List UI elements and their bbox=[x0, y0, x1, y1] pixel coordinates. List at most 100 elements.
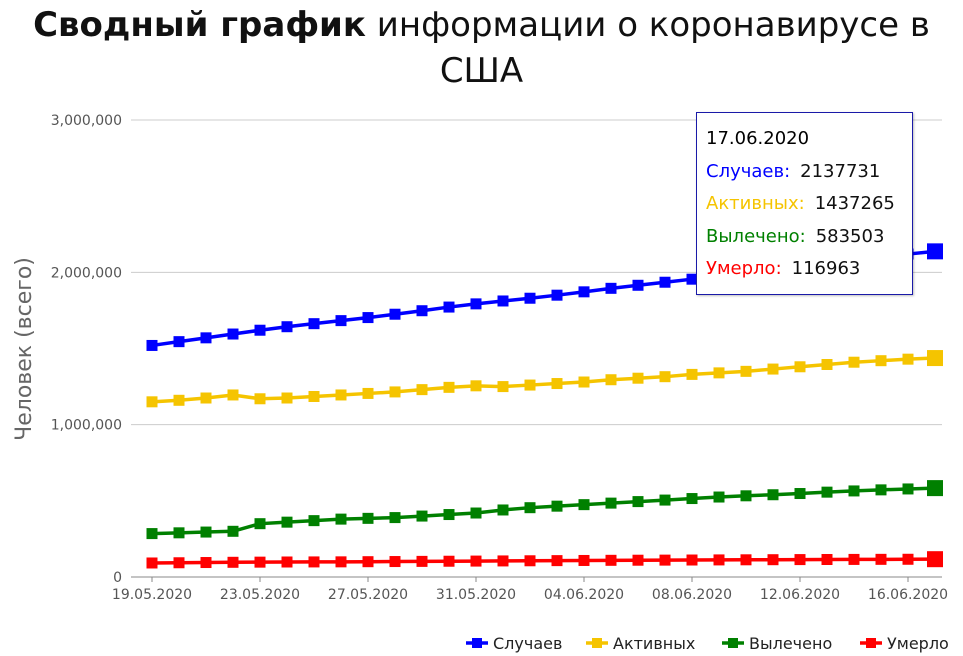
tooltip-row: Вылечено: 583503 bbox=[706, 221, 912, 254]
data-point bbox=[173, 527, 185, 539]
tooltip-row: Активных: 1437265 bbox=[706, 188, 912, 221]
legend-label: Активных bbox=[613, 634, 695, 653]
chart-title: Сводный график информации о коронавирусе… bbox=[0, 2, 963, 94]
tooltip: 17.06.2020 Случаев: 2137731 Активных: 14372… bbox=[696, 112, 913, 295]
data-point bbox=[335, 513, 347, 525]
data-point bbox=[767, 489, 779, 501]
x-tick-label: 27.05.2020 bbox=[328, 587, 408, 603]
data-point bbox=[497, 504, 509, 516]
data-point bbox=[227, 556, 239, 568]
legend-swatch-marker bbox=[866, 638, 876, 648]
legend-label: Умерло bbox=[887, 634, 949, 653]
data-point bbox=[578, 286, 590, 298]
data-point bbox=[686, 273, 698, 285]
tooltip-value: 1437265 bbox=[814, 193, 895, 214]
data-point bbox=[146, 528, 158, 540]
data-point bbox=[902, 353, 914, 365]
y-tick-label: 1,000,000 bbox=[51, 418, 122, 434]
data-point bbox=[821, 358, 833, 370]
data-point bbox=[524, 502, 536, 514]
tooltip-value: 583503 bbox=[815, 225, 885, 247]
data-point bbox=[443, 301, 455, 313]
data-point bbox=[200, 332, 212, 344]
data-point bbox=[767, 554, 779, 566]
data-point bbox=[389, 386, 401, 398]
highlighted-point bbox=[927, 480, 943, 497]
data-point bbox=[497, 295, 509, 307]
tooltip-value: 2137731 bbox=[800, 160, 881, 182]
data-point bbox=[524, 292, 536, 304]
data-point bbox=[659, 554, 671, 566]
tooltip-label: Умерло: bbox=[706, 258, 782, 279]
data-point bbox=[821, 486, 833, 498]
data-point bbox=[173, 394, 185, 406]
data-point bbox=[227, 389, 239, 401]
tooltip-row: Случаев: 2137731 bbox=[706, 156, 912, 189]
y-tick-label: 0 bbox=[113, 570, 122, 586]
data-point bbox=[578, 376, 590, 388]
x-tick-label: 23.05.2020 bbox=[220, 587, 300, 603]
data-point bbox=[632, 279, 644, 291]
data-point bbox=[740, 490, 752, 502]
data-point bbox=[416, 510, 428, 522]
data-point bbox=[281, 392, 293, 404]
data-point bbox=[605, 554, 617, 566]
data-point bbox=[740, 554, 752, 566]
data-point bbox=[848, 356, 860, 368]
legend-swatch-marker bbox=[728, 638, 738, 648]
data-point bbox=[254, 556, 266, 568]
y-axis-label: Человек (всего) bbox=[12, 257, 37, 441]
data-point bbox=[524, 555, 536, 567]
data-point bbox=[578, 499, 590, 511]
data-point bbox=[470, 555, 482, 567]
legend-swatch-marker bbox=[472, 638, 482, 648]
data-point bbox=[686, 368, 698, 380]
data-point bbox=[443, 509, 455, 521]
data-point bbox=[443, 381, 455, 393]
tooltip-date: 17.06.2020 bbox=[706, 128, 810, 149]
data-point bbox=[686, 493, 698, 505]
data-point bbox=[227, 525, 239, 537]
data-point bbox=[362, 556, 374, 568]
x-tick-label: 31.05.2020 bbox=[436, 587, 516, 603]
legend-swatch-marker bbox=[592, 638, 602, 648]
data-point bbox=[200, 526, 212, 538]
data-point bbox=[794, 488, 806, 500]
data-point bbox=[416, 305, 428, 317]
data-point bbox=[821, 553, 833, 565]
data-point bbox=[146, 339, 158, 351]
data-point bbox=[362, 387, 374, 399]
data-point bbox=[875, 553, 887, 565]
tooltip-label: Случаев: bbox=[706, 160, 791, 182]
data-point bbox=[578, 554, 590, 566]
x-tick-label: 08.06.2020 bbox=[652, 587, 732, 603]
data-point bbox=[254, 393, 266, 405]
data-point bbox=[389, 512, 401, 524]
x-tick-label: 19.05.2020 bbox=[112, 587, 192, 603]
data-point bbox=[875, 355, 887, 367]
data-point bbox=[659, 276, 671, 288]
data-point bbox=[551, 500, 563, 512]
data-point bbox=[524, 379, 536, 391]
x-tick-label: 04.06.2020 bbox=[544, 587, 624, 603]
series-line bbox=[151, 486, 936, 536]
data-point bbox=[335, 315, 347, 327]
data-point bbox=[227, 328, 239, 340]
data-point bbox=[632, 554, 644, 566]
data-point bbox=[416, 384, 428, 396]
y-tick-label: 3,000,000 bbox=[51, 113, 122, 129]
series-line bbox=[151, 557, 936, 565]
data-point bbox=[686, 554, 698, 566]
data-point bbox=[281, 556, 293, 568]
data-point bbox=[605, 497, 617, 509]
data-point bbox=[497, 381, 509, 393]
data-point bbox=[659, 494, 671, 506]
data-point bbox=[794, 361, 806, 373]
data-point bbox=[605, 374, 617, 386]
data-point bbox=[470, 380, 482, 392]
data-point bbox=[551, 378, 563, 390]
data-point bbox=[146, 396, 158, 408]
data-point bbox=[659, 371, 671, 383]
x-tick-label: 12.06.2020 bbox=[760, 587, 840, 603]
